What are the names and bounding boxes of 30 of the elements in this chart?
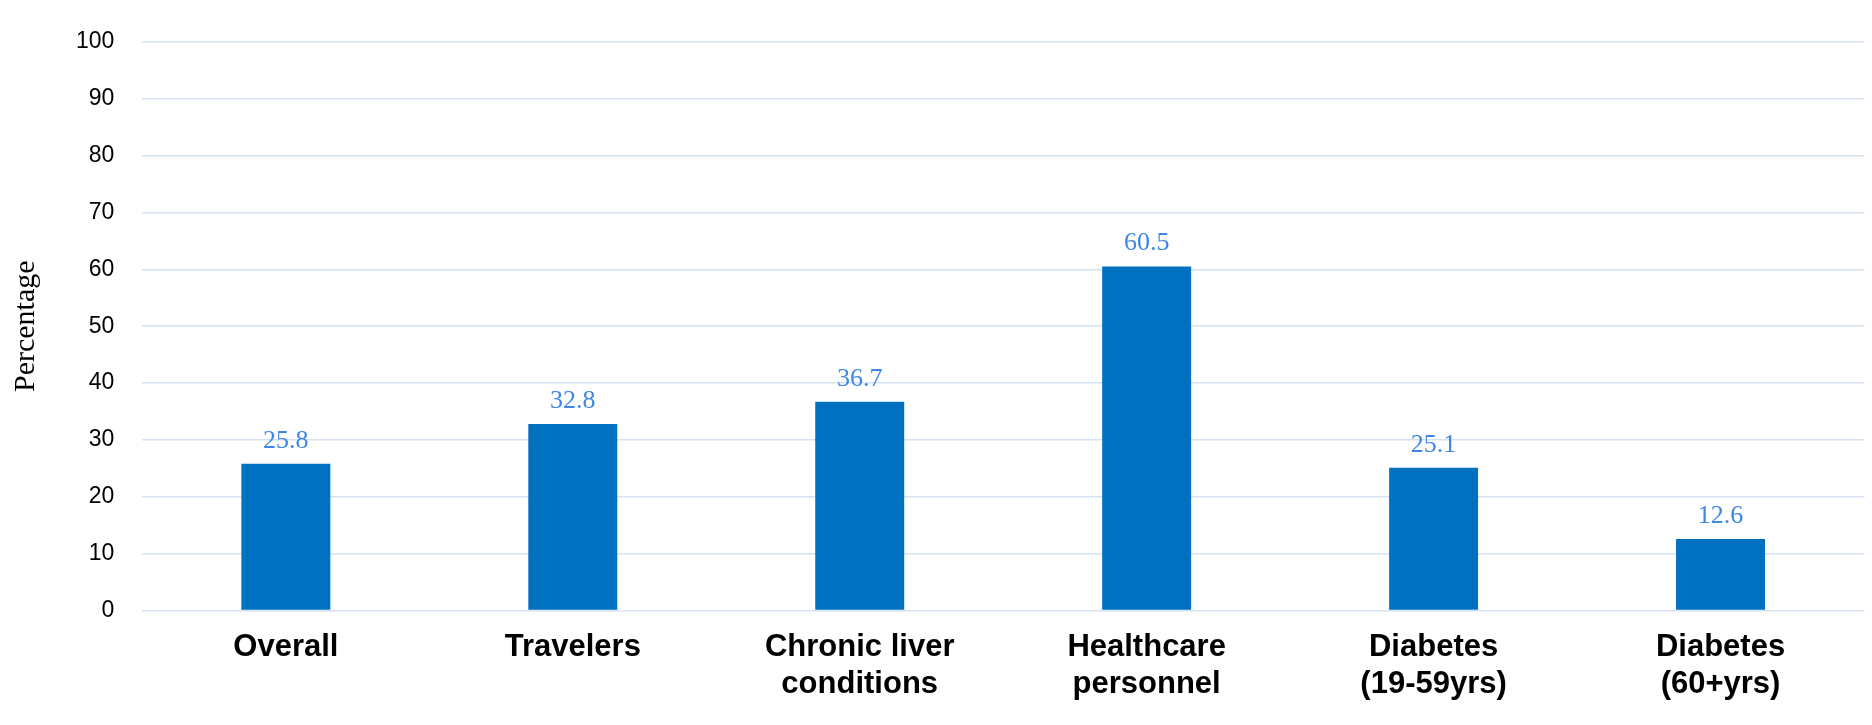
bar bbox=[241, 463, 331, 610]
y-axis-title: Percentage bbox=[6, 260, 40, 392]
y-tick-label: 30 bbox=[88, 425, 115, 452]
data-label: 25.1 bbox=[1410, 428, 1457, 458]
bar bbox=[1676, 538, 1766, 610]
y-tick-label: 20 bbox=[88, 482, 115, 509]
y-tick-label: 0 bbox=[101, 595, 115, 622]
x-tick-label: Travelers bbox=[504, 627, 641, 663]
data-label: 32.8 bbox=[550, 384, 596, 414]
y-tick-label: 90 bbox=[88, 84, 115, 111]
y-tick-label: 10 bbox=[88, 539, 115, 566]
y-tick-label: 80 bbox=[88, 140, 115, 167]
data-label: 60.5 bbox=[1123, 227, 1170, 257]
data-label: 25.8 bbox=[263, 424, 309, 454]
x-tick-label: Healthcare personnel bbox=[1067, 627, 1226, 700]
bar bbox=[815, 401, 905, 610]
x-tick-label: Chronic liver conditions bbox=[764, 627, 955, 700]
x-tick-label: Diabetes (60+yrs) bbox=[1655, 627, 1786, 700]
data-label: 12.6 bbox=[1697, 499, 1744, 529]
y-tick-label: 40 bbox=[88, 368, 115, 395]
bar bbox=[1389, 467, 1479, 610]
bar bbox=[1102, 266, 1192, 610]
y-tick-label: 100 bbox=[76, 27, 115, 54]
x-tick-label: Diabetes (19-59yrs) bbox=[1360, 627, 1507, 700]
y-tick-label: 60 bbox=[88, 254, 115, 281]
data-label: 36.7 bbox=[836, 362, 883, 392]
bar bbox=[528, 424, 618, 610]
y-tick-label: 70 bbox=[88, 197, 115, 224]
y-tick-label: 50 bbox=[88, 311, 115, 338]
x-tick-label: Overall bbox=[233, 627, 339, 663]
